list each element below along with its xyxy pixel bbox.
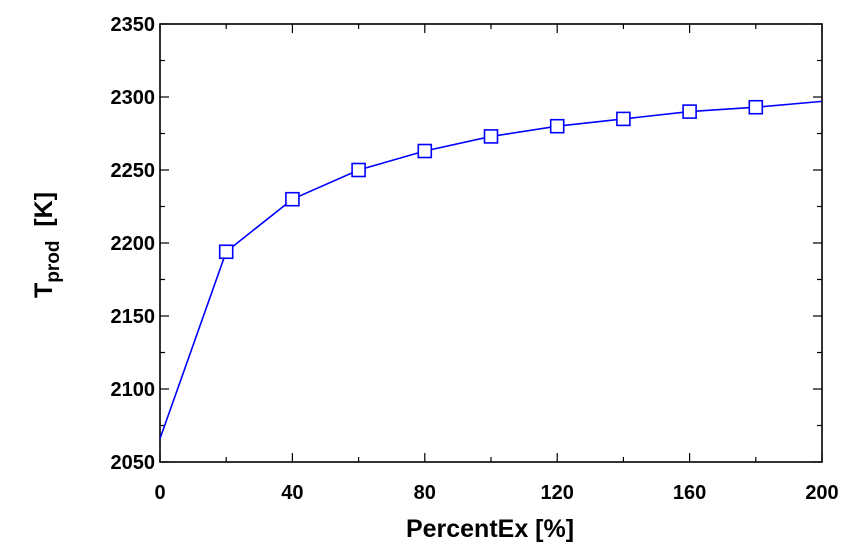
x-tick-label: 200 [805, 482, 838, 504]
data-point-marker [483, 129, 499, 144]
y-tick-label: 2300 [111, 87, 156, 109]
y-tick-label: 2100 [111, 379, 156, 401]
y-tick-label: 2200 [111, 233, 156, 255]
y-tick-label: 2050 [111, 452, 156, 474]
y-axis-title-subscript: prod [43, 241, 64, 283]
ticks-group [159, 23, 823, 463]
x-tick-label: 160 [673, 482, 706, 504]
data-point-marker [218, 244, 234, 260]
x-axis-title: PercentEx [%] [406, 515, 574, 543]
x-tick-label: 0 [154, 482, 165, 504]
data-point-marker [285, 191, 300, 207]
data-point-marker [351, 162, 366, 178]
y-axis-title-main: T [30, 283, 58, 298]
series-line [159, 100, 823, 439]
y-tick-label: 2350 [111, 14, 156, 36]
x-tick-label: 40 [281, 482, 303, 504]
data-point-marker [748, 99, 764, 115]
x-tick-label: 120 [541, 482, 574, 504]
data-point-marker [682, 104, 697, 119]
data-point-marker [417, 143, 433, 159]
y-tick-label: 2150 [111, 306, 156, 328]
axes-group [159, 23, 823, 463]
y-axis-title-unit: [K] [30, 192, 58, 241]
x-tick-label: 80 [414, 482, 436, 504]
y-tick-label: 2250 [111, 160, 156, 182]
series-group [159, 99, 823, 439]
tick-labels-group: 0 40 80 120 160 200 2050 2100 2150 2200 2250 2300 23… [111, 14, 839, 504]
data-point-marker [549, 118, 565, 134]
y-axis-title: Tprod [K] [30, 192, 64, 298]
data-point-marker [616, 111, 631, 127]
plot-frame [159, 23, 823, 463]
